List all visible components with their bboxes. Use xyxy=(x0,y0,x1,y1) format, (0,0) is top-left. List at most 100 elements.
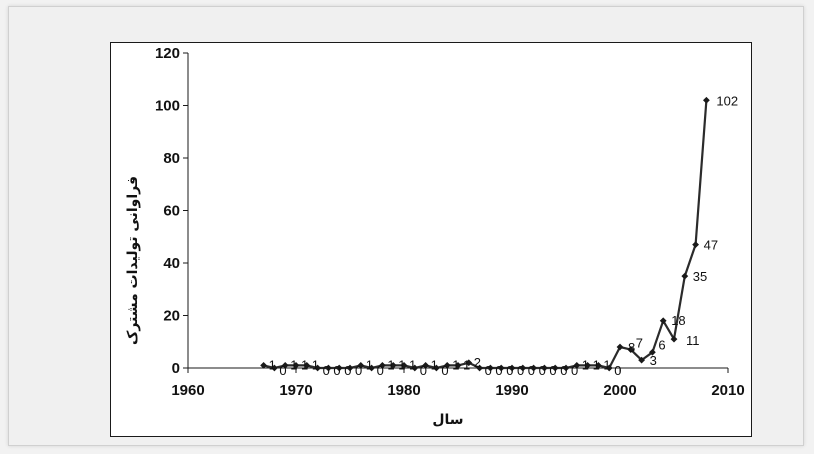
data-label: 102 xyxy=(716,93,738,108)
data-label: 1 xyxy=(463,357,470,372)
data-label: 0 xyxy=(279,363,286,378)
data-label: 0 xyxy=(528,363,535,378)
data-point-marker xyxy=(497,364,505,372)
x-tick-label: 1980 xyxy=(387,382,420,399)
line-chart: 1 0 1 1 1 0 0 0 0 1 0 1 1 1 0 1 0 1 1 20 0 0 0 0 0 0 0 0 1 1 1 08 736181… xyxy=(125,45,745,428)
data-label: 0 xyxy=(495,363,502,378)
data-label: 1 xyxy=(269,357,276,372)
y-tick-label: 120 xyxy=(155,45,180,62)
y-axis-title: فراوانی تولیدات مشترک xyxy=(125,176,141,345)
data-label: 1 xyxy=(409,357,416,372)
data-point-marker xyxy=(530,364,537,372)
data-point-marker xyxy=(335,364,343,372)
data-point-marker xyxy=(541,364,548,372)
x-tick-label: 2010 xyxy=(711,382,744,399)
data-point-marker xyxy=(649,348,656,356)
data-point-marker xyxy=(271,364,278,372)
data-markers xyxy=(260,96,710,372)
y-tick-label: 60 xyxy=(163,203,180,220)
data-point-marker xyxy=(670,335,678,343)
data-label: 47 xyxy=(704,238,718,253)
data-label: 0 xyxy=(323,363,330,378)
data-point-marker xyxy=(703,96,710,104)
page-frame: 1 0 1 1 1 0 0 0 0 1 0 1 1 1 0 1 0 1 1 2 0 0 0 0 0 0 0 0 0 1 1 1 0 8 7 3 6 18 1… xyxy=(8,6,804,446)
data-point-marker xyxy=(595,361,602,369)
data-label: 35 xyxy=(693,269,707,284)
data-point-marker xyxy=(433,364,440,372)
x-tick-label: 1960 xyxy=(171,382,204,399)
data-label: 1 xyxy=(603,357,610,372)
data-label: 0 xyxy=(571,363,578,378)
data-point-marker xyxy=(281,361,289,369)
data-label: 1 xyxy=(398,357,405,372)
data-label: 1 xyxy=(366,357,373,372)
data-label: 6 xyxy=(658,337,665,352)
data-point-marker xyxy=(562,364,570,372)
data-point-marker xyxy=(346,364,354,372)
data-label: 3 xyxy=(650,353,657,368)
data-labels: 1 0 1 1 1 0 0 0 0 1 0 1 1 1 0 1 0 1 1 20 0 0 0 0 0 0 0 0 1 1 1 08 736181… xyxy=(269,93,739,378)
data-point-marker xyxy=(325,364,332,372)
data-point-marker xyxy=(465,359,473,367)
data-point-marker xyxy=(627,346,635,354)
series-line xyxy=(263,100,708,370)
data-point-marker xyxy=(638,356,645,364)
data-point-marker xyxy=(551,364,559,372)
x-tick-label: 2000 xyxy=(603,382,636,399)
data-point-marker xyxy=(260,361,267,369)
data-label: 0 xyxy=(377,363,384,378)
data-point-marker xyxy=(692,241,699,249)
chart-axes xyxy=(183,52,729,373)
data-label: 1 xyxy=(312,357,319,372)
data-point-marker xyxy=(476,364,483,372)
data-point-marker xyxy=(508,364,516,372)
data-point-marker xyxy=(422,361,429,369)
data-label: 7 xyxy=(636,336,643,351)
data-point-marker xyxy=(443,361,451,369)
data-label: 11 xyxy=(686,333,700,348)
data-label: 1 xyxy=(301,357,308,372)
y-tick-label: 80 xyxy=(163,150,180,167)
data-label: 0 xyxy=(485,363,492,378)
data-point-marker xyxy=(659,317,667,325)
data-label: 0 xyxy=(517,363,524,378)
data-point-marker xyxy=(605,364,613,372)
data-point-marker xyxy=(584,361,591,369)
data-label: 0 xyxy=(549,363,556,378)
data-point-marker xyxy=(487,364,494,372)
y-tick-label: 100 xyxy=(155,98,180,115)
data-label: 8 xyxy=(628,340,635,355)
data-label: 1 xyxy=(582,357,589,372)
x-tick-label: 1990 xyxy=(495,382,528,399)
data-label: 0 xyxy=(441,363,448,378)
data-label: 0 xyxy=(420,363,427,378)
data-point-marker xyxy=(411,364,419,372)
data-label: 18 xyxy=(671,313,685,328)
data-label: 1 xyxy=(593,357,600,372)
data-point-marker xyxy=(389,361,397,369)
x-tick-label: 1970 xyxy=(279,382,312,399)
y-tick-label: 20 xyxy=(163,308,180,325)
y-tick-label: 40 xyxy=(163,255,180,272)
data-label: 1 xyxy=(452,357,459,372)
data-label: 0 xyxy=(344,363,351,378)
data-point-marker xyxy=(400,361,408,369)
chart-area: 1 0 1 1 1 0 0 0 0 1 0 1 1 1 0 1 0 1 1 2 0 0 0 0 0 0 0 0 0 1 1 1 0 8 7 3 6 18 1… xyxy=(110,42,752,437)
x-axis-title: سال xyxy=(432,412,463,428)
data-point-marker xyxy=(681,272,689,280)
data-point-marker xyxy=(357,361,365,369)
data-point-marker xyxy=(454,361,462,369)
y-tick-label: 0 xyxy=(172,360,180,377)
data-point-marker xyxy=(519,364,527,372)
data-label: 0 xyxy=(355,363,362,378)
data-point-marker xyxy=(573,361,581,369)
series-line-group xyxy=(263,100,708,370)
data-label: 1 xyxy=(431,357,438,372)
data-label: 0 xyxy=(506,363,513,378)
data-label: 2 xyxy=(474,355,481,370)
data-label: 0 xyxy=(333,363,340,378)
data-point-marker xyxy=(368,364,375,372)
data-point-marker xyxy=(616,343,624,351)
data-point-marker xyxy=(314,364,321,372)
data-point-marker xyxy=(379,361,386,369)
